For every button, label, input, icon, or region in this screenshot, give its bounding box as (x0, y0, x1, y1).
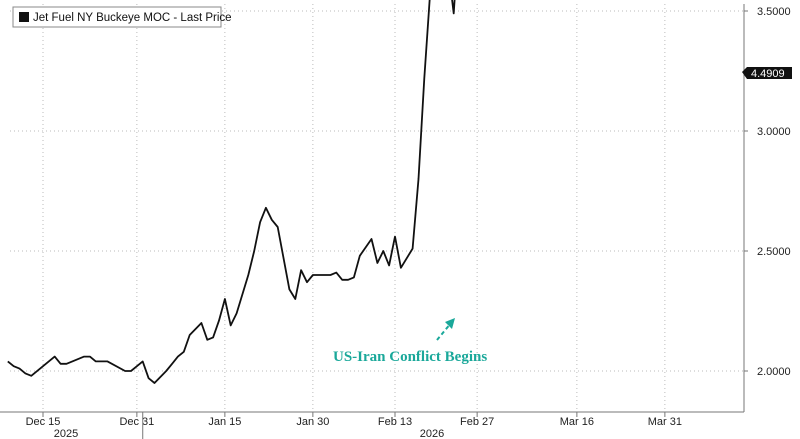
x-tick-label: Jan 30 (296, 416, 329, 428)
legend-swatch (19, 12, 29, 22)
x-tick-label: Dec 31 (119, 416, 154, 428)
gridlines (10, 4, 744, 412)
year-label: 2026 (420, 428, 444, 439)
x-tick-label: Mar 31 (648, 416, 682, 428)
annotation-arrow-line (436, 322, 452, 341)
legend-label: Jet Fuel NY Buckeye MOC - Last Price (33, 12, 232, 24)
last-price-value: 4.4909 (751, 68, 785, 80)
annotation-text: US-Iran Conflict Begins (333, 349, 487, 365)
x-tick-label: Feb 13 (378, 416, 412, 428)
y-axis-ticks: 2.00002.50003.00003.50004.00004.50005.00… (744, 6, 791, 378)
x-tick-label: Mar 16 (560, 416, 594, 428)
legend-box (12, 6, 222, 28)
y-tick-label: 2.0000 (757, 366, 791, 378)
last-price-badge (742, 67, 792, 79)
series-layer (7, 0, 456, 384)
y-tick-label: 2.5000 (757, 246, 791, 258)
x-tick-label: Feb 27 (460, 416, 494, 428)
year-label: 2025 (54, 428, 78, 439)
y-tick-label: 3.5000 (757, 6, 791, 18)
x-tick-label: Jan 15 (208, 416, 241, 428)
legend: Jet Fuel NY Buckeye MOC - Last Price (12, 6, 232, 28)
x-tick-label: Dec 15 (26, 416, 61, 428)
last-price-marker: 4.4909 (742, 67, 792, 80)
x-axis-ticks: Dec 15 Dec 31 Jan 15 Jan 30 Feb 13 Feb 27 Mar … (26, 412, 682, 439)
price-line (7, 0, 456, 384)
annotation-arrow-head (445, 318, 455, 329)
y-tick-label: 3.0000 (757, 126, 791, 138)
annotation: US-Iran Conflict Begins (333, 318, 487, 365)
